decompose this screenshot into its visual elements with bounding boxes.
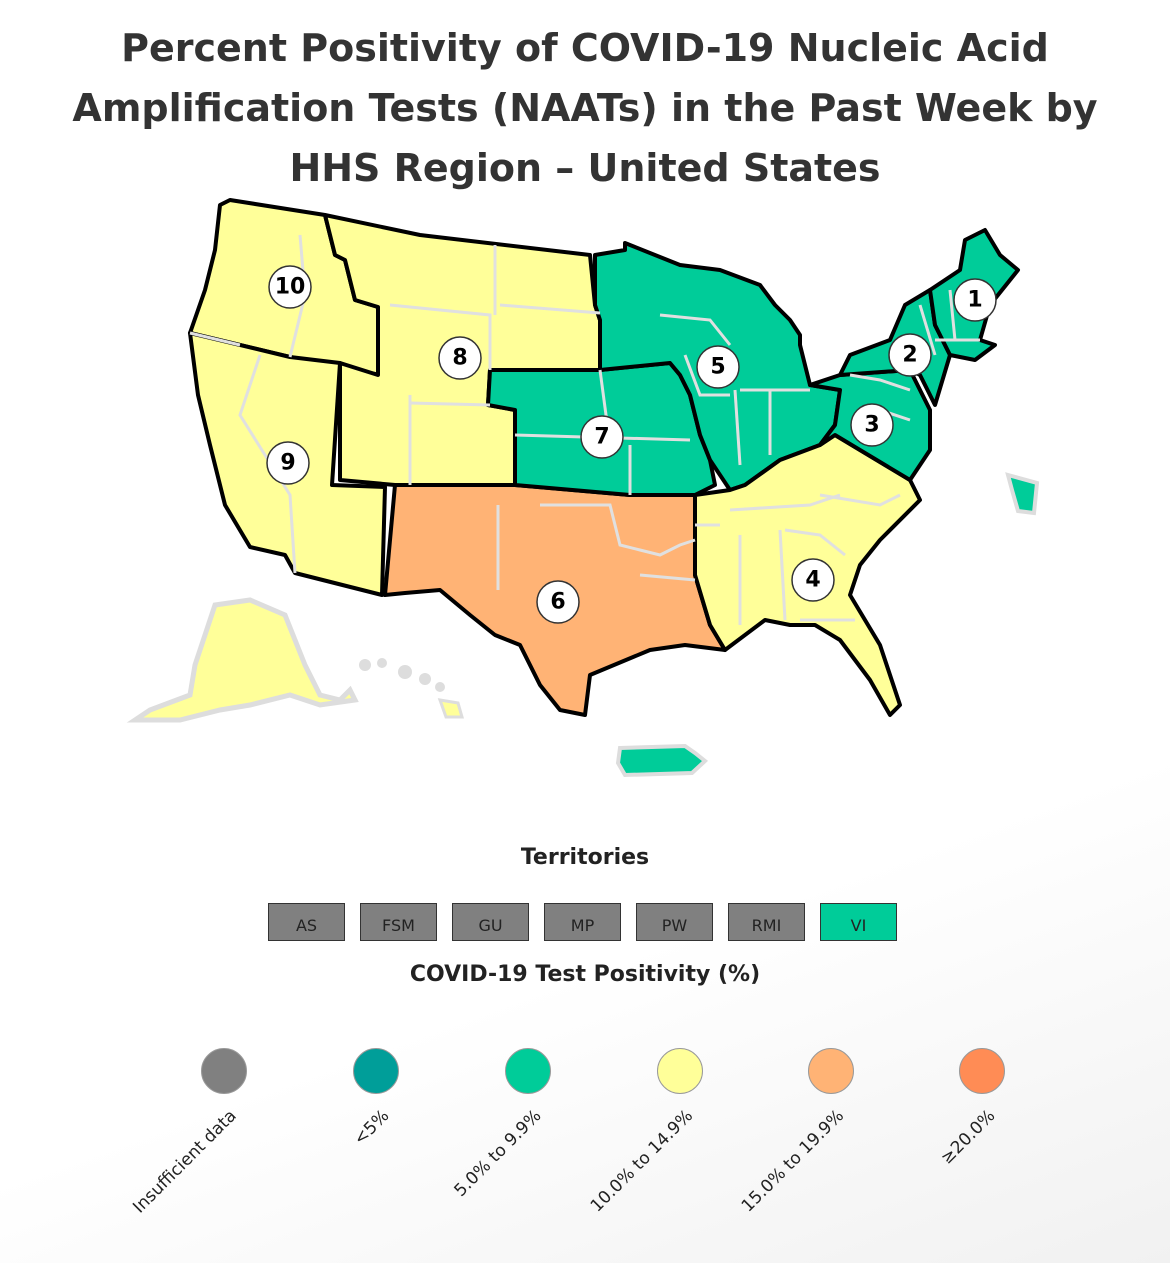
- legend-item-gte20[interactable]: ≥20.0%: [937, 1048, 1005, 1168]
- region-marker-1[interactable]: 1: [953, 278, 997, 322]
- svg-text:10: 10: [275, 275, 306, 300]
- puerto-rico-shape: [615, 743, 709, 778]
- vi-shape: [1005, 472, 1040, 516]
- legend-label: 5.0% to 9.9%: [450, 1106, 546, 1201]
- legend-label: ≥20.0%: [936, 1106, 1000, 1169]
- legend-label: Insufficient data: [129, 1106, 242, 1218]
- legend-label: 15.0% to 19.9%: [737, 1106, 849, 1217]
- region-marker-2[interactable]: 2: [888, 333, 932, 377]
- territories-title: Territories: [520, 845, 650, 870]
- region-marker-4[interactable]: 4: [791, 558, 835, 602]
- region-marker-10[interactable]: 10: [268, 265, 312, 309]
- legend-swatch: [505, 1048, 551, 1094]
- legend-swatch: [808, 1048, 854, 1094]
- svg-text:6: 6: [550, 590, 565, 615]
- region-marker-3[interactable]: 3: [850, 403, 894, 447]
- us-hhs-region-map: 1 2 3 4 5 6 7 8 9 10: [126, 198, 1040, 778]
- svg-text:7: 7: [594, 425, 609, 450]
- legend-swatch: [201, 1048, 247, 1094]
- legend-swatch: [657, 1048, 703, 1094]
- legend-item-15-19[interactable]: 15.0% to 19.9%: [738, 1048, 854, 1216]
- page-title: Percent Positivity of COVID-19 Nucleic A…: [72, 26, 1098, 190]
- territory-as[interactable]: AS: [268, 903, 345, 941]
- legend-item-insufficient[interactable]: Insufficient data: [130, 1048, 247, 1217]
- svg-text:1: 1: [967, 288, 982, 313]
- legend-item-10-14[interactable]: 10.0% to 14.9%: [587, 1048, 703, 1216]
- legend-swatch: [353, 1048, 399, 1094]
- region-marker-8[interactable]: 8: [438, 336, 482, 380]
- region-marker-9[interactable]: 9: [266, 441, 310, 485]
- hawaii-shape: [359, 658, 464, 719]
- svg-text:3: 3: [864, 413, 879, 438]
- territory-rmi[interactable]: RMI: [728, 903, 805, 941]
- svg-text:2: 2: [902, 343, 917, 368]
- legend-swatch: [959, 1048, 1005, 1094]
- svg-text:4: 4: [805, 568, 820, 593]
- svg-text:5: 5: [710, 355, 725, 380]
- legend-label: 10.0% to 14.9%: [586, 1106, 698, 1217]
- territory-fsm[interactable]: FSM: [360, 903, 437, 941]
- territories-row: AS FSM GU MP PW RMI VI: [268, 903, 897, 943]
- legend-label: <5%: [349, 1106, 394, 1150]
- svg-text:9: 9: [280, 451, 295, 476]
- legend-item-5-9[interactable]: 5.0% to 9.9%: [450, 1048, 551, 1201]
- alaska-shape: [126, 597, 359, 723]
- region-marker-6[interactable]: 6: [536, 580, 580, 624]
- territory-vi[interactable]: VI: [820, 903, 897, 941]
- territory-mp[interactable]: MP: [544, 903, 621, 941]
- territory-gu[interactable]: GU: [452, 903, 529, 941]
- legend-item-lt5[interactable]: <5%: [350, 1048, 399, 1149]
- legend-title: COVID-19 Test Positivity (%): [409, 962, 761, 987]
- region-marker-7[interactable]: 7: [580, 415, 624, 459]
- territory-pw[interactable]: PW: [636, 903, 713, 941]
- svg-text:8: 8: [452, 346, 467, 371]
- region-marker-5[interactable]: 5: [696, 345, 740, 389]
